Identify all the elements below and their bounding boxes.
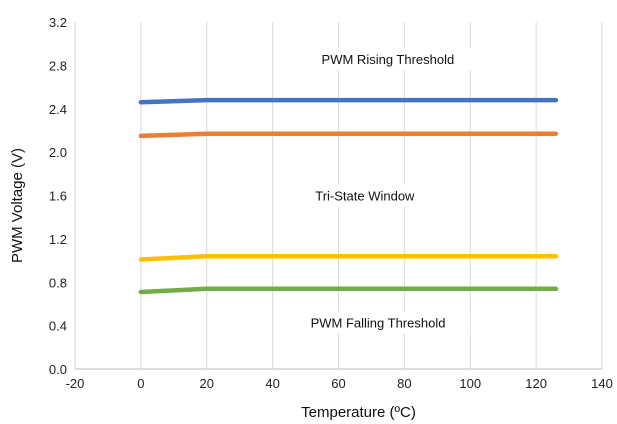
y-tick-label: 1.2 (49, 232, 67, 247)
y-tick-labels: 0.0 0.4 0.8 1.2 1.6 2.0 2.4 2.8 3.2 (49, 15, 67, 377)
annotation-label: Tri-State Window (315, 189, 415, 204)
annotation-label: PWM Rising Threshold (322, 52, 455, 67)
y-axis-title: PWM Voltage (V) (9, 148, 26, 263)
y-tick-label: 2.8 (49, 58, 67, 73)
series-line (138, 253, 559, 262)
x-tick-label: 0 (137, 376, 144, 391)
annotations: PWM Rising Threshold Tri-State Window PWM … (286, 47, 476, 334)
x-tick-labels: -20 0 20 40 60 80 100 120 140 (66, 376, 613, 391)
annotation-background (299, 47, 476, 70)
x-tick-label: 80 (397, 376, 411, 391)
y-tick-label: 3.2 (49, 15, 67, 30)
x-tick-label: -20 (66, 376, 85, 391)
x-tick-label: 140 (591, 376, 613, 391)
x-axis-title: Temperature (ºC) (301, 404, 416, 421)
annotation-label: PWM Falling Threshold (311, 315, 446, 330)
x-tick-label: 60 (331, 376, 345, 391)
series-lines (138, 97, 559, 295)
y-tick-label: 1.6 (49, 189, 67, 204)
annotation-background (292, 184, 438, 207)
y-tick-label: 2.0 (49, 145, 67, 160)
y-tick-label: 0.4 (49, 319, 67, 334)
y-tick-label: 0.8 (49, 275, 67, 290)
series-line (138, 131, 559, 139)
y-tick-label: 0.0 (49, 362, 67, 377)
x-tick-label: 100 (459, 376, 481, 391)
x-tick-label: 20 (200, 376, 214, 391)
y-tick-label: 2.4 (49, 102, 67, 117)
series-line (138, 97, 559, 105)
x-tick-label: 120 (525, 376, 547, 391)
series-line (138, 286, 559, 295)
x-tick-label: 40 (265, 376, 279, 391)
annotation-background (286, 311, 470, 334)
